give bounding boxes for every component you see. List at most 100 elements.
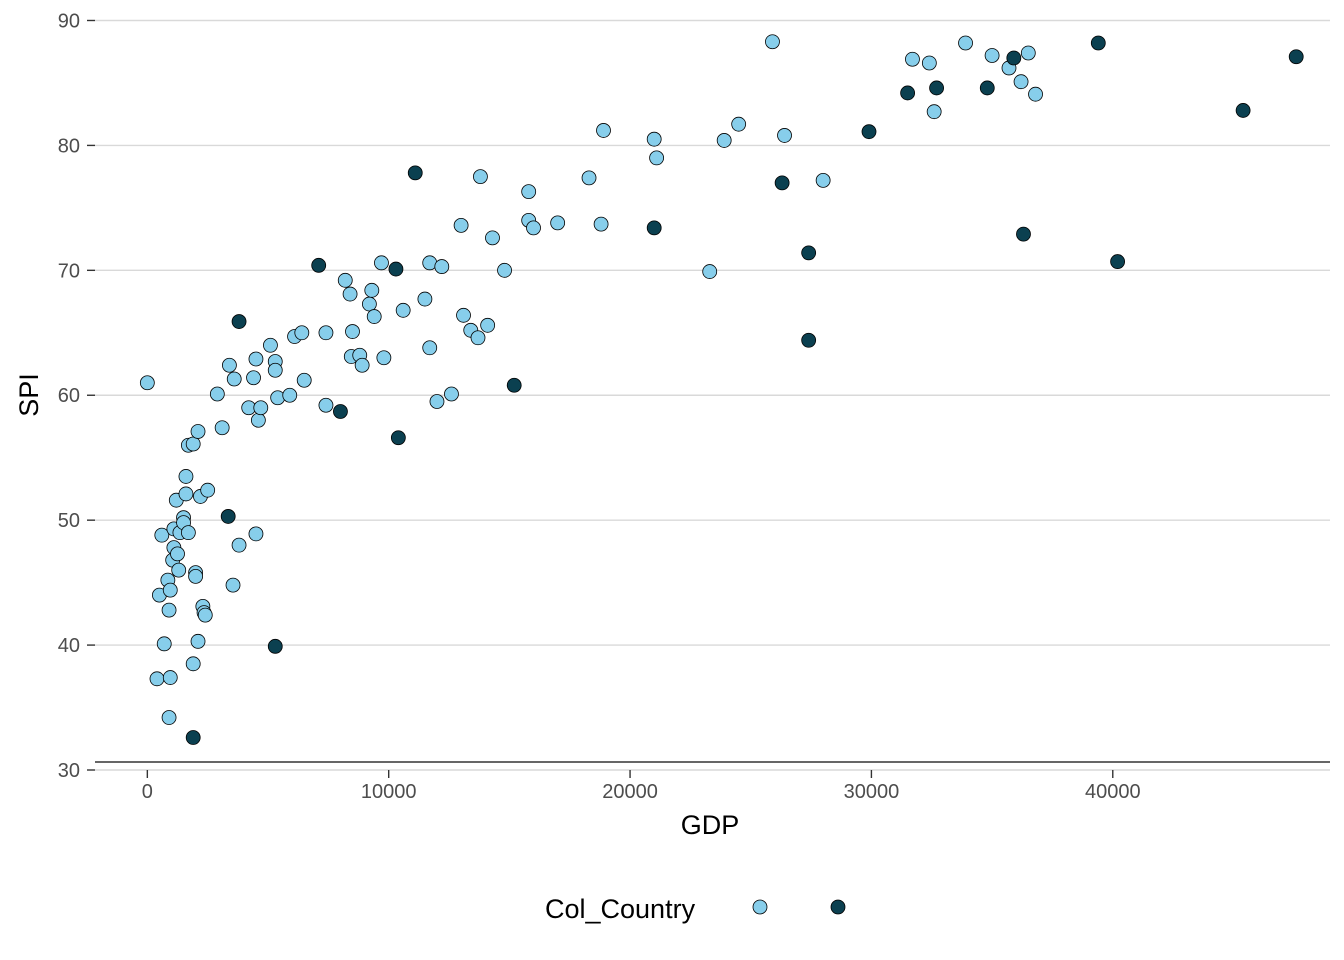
- point-series1-79: [473, 169, 488, 185]
- point-series2-20: [1016, 226, 1031, 242]
- point-series1-49: [267, 362, 283, 378]
- point-series1-102: [984, 48, 1000, 63]
- point-series1-42: [246, 370, 261, 386]
- point-series2-1: [185, 730, 201, 745]
- point-series2-18: [979, 80, 995, 96]
- legend-key-2: [830, 899, 846, 915]
- x-tick-label-30000: 30000: [844, 781, 900, 803]
- point-series1-62: [354, 357, 370, 373]
- point-series2-3: [231, 314, 247, 329]
- point-series2-23: [1235, 103, 1251, 118]
- point-series1-73: [434, 259, 450, 274]
- legend-key-1: [752, 899, 768, 915]
- point-series1-39: [226, 371, 242, 387]
- point-series1-36: [214, 420, 230, 436]
- point-series2-13: [801, 245, 817, 261]
- point-series1-58: [342, 286, 358, 302]
- point-series1-81: [485, 230, 500, 246]
- point-series1-70: [422, 340, 438, 356]
- point-series2-19: [1006, 50, 1022, 66]
- point-series1-27: [188, 568, 204, 584]
- point-series1-47: [263, 337, 278, 353]
- point-series2-12: [774, 175, 790, 191]
- y-axis-title: SPI: [14, 373, 44, 417]
- point-series1-82: [497, 262, 512, 278]
- point-series1-60: [345, 324, 360, 339]
- point-series1-72: [429, 394, 445, 409]
- point-series1-57: [337, 272, 353, 288]
- point-series2-11: [646, 220, 662, 236]
- y-tick-label-30: 30: [58, 760, 80, 782]
- point-series1-97: [815, 172, 831, 188]
- x-tick-label-0: 0: [142, 781, 153, 803]
- point-series2-24: [1288, 49, 1304, 65]
- point-series1-34: [200, 482, 216, 498]
- point-series1-16: [171, 562, 187, 578]
- point-series1-98: [905, 51, 920, 67]
- point-series2-4: [267, 638, 283, 654]
- y-tick-label-60: 60: [58, 385, 80, 407]
- axis-layer: 30 40 50 60 70 80 90 0 10000 20000 30000 40000: [58, 10, 1330, 803]
- point-series2-8: [390, 430, 406, 446]
- point-series1-91: [649, 150, 665, 166]
- point-series2-22: [1110, 254, 1126, 269]
- point-series2-16: [900, 85, 916, 101]
- point-series1-95: [765, 34, 780, 50]
- point-series1-105: [1020, 45, 1036, 61]
- x-tick-label-10000: 10000: [361, 781, 417, 803]
- point-series1-43: [248, 351, 264, 367]
- point-series2-17: [929, 80, 944, 96]
- point-series1-88: [593, 216, 609, 232]
- point-series1-4: [154, 527, 170, 543]
- point-series1-45: [250, 412, 266, 428]
- point-series1-85: [526, 220, 541, 236]
- point-series1-86: [550, 215, 566, 231]
- point-series1-33: [197, 607, 213, 623]
- point-series2-10: [506, 377, 522, 393]
- point-series1-80: [480, 317, 496, 333]
- point-series1-74: [444, 386, 459, 402]
- x-axis-title: GDP: [681, 810, 740, 840]
- points-layer: [139, 34, 1304, 745]
- point-series1-24: [185, 656, 201, 672]
- point-series1-75: [453, 217, 469, 233]
- point-series1-28: [190, 424, 206, 439]
- point-series1-87: [581, 170, 597, 186]
- point-series1-15: [170, 546, 185, 562]
- point-series1-25: [185, 436, 201, 452]
- point-series1-66: [374, 255, 389, 271]
- legend: Col_Country: [545, 894, 846, 924]
- point-series1-10: [162, 582, 178, 598]
- legend-title: Col_Country: [545, 894, 696, 924]
- point-series2-6: [333, 404, 348, 419]
- point-series1-101: [958, 35, 973, 51]
- point-series1-64: [364, 282, 380, 298]
- point-series1-46: [253, 400, 269, 416]
- point-series1-20: [178, 469, 194, 484]
- y-tick-label-50: 50: [58, 510, 80, 532]
- y-tick-label-80: 80: [58, 135, 80, 157]
- point-series2-2: [220, 509, 236, 524]
- point-series1-35: [209, 386, 225, 402]
- point-series1-65: [366, 309, 382, 324]
- point-series1-38: [225, 577, 241, 593]
- point-series1-93: [716, 133, 732, 148]
- point-series1-50: [270, 390, 286, 406]
- point-series1-63: [361, 296, 377, 312]
- point-series1-7: [161, 602, 177, 618]
- point-series1-94: [731, 116, 747, 132]
- point-series2-9: [407, 165, 423, 181]
- point-series1-100: [926, 104, 942, 120]
- point-series1-90: [646, 131, 662, 147]
- point-series1-96: [777, 128, 792, 143]
- point-series1-68: [395, 302, 411, 318]
- point-series1-5: [156, 636, 172, 652]
- point-series1-44: [248, 526, 264, 542]
- point-series1-92: [702, 264, 718, 279]
- point-series1-56: [318, 397, 334, 413]
- point-series1-104: [1013, 74, 1029, 90]
- point-series1-51: [282, 387, 298, 403]
- point-series1-55: [318, 325, 334, 341]
- point-series1-83: [521, 184, 537, 200]
